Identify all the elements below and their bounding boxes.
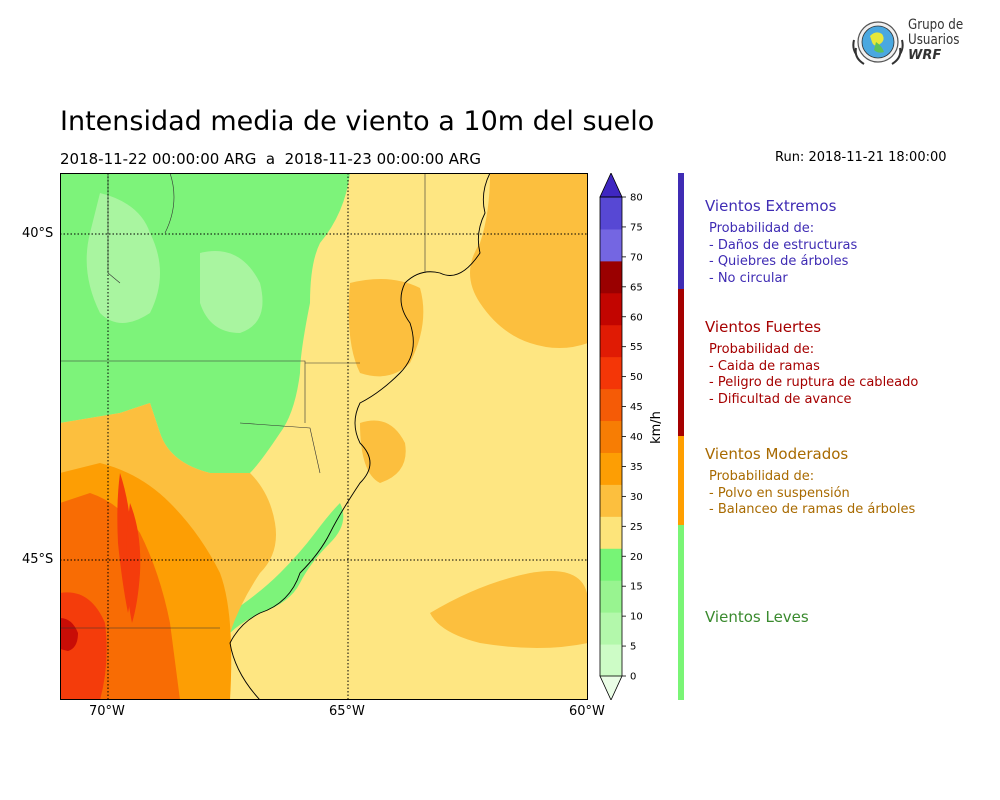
colorbar-segment bbox=[600, 484, 622, 517]
colorbar-tick-label: 0 bbox=[630, 672, 636, 683]
date-range-subtitle: 2018-11-22 00:00:00 ARG a 2018-11-23 00:… bbox=[60, 150, 482, 168]
colorbar-segment bbox=[600, 644, 622, 677]
colorbar-segment bbox=[600, 356, 622, 390]
category-moderados-intro: Probabilidad de: bbox=[709, 469, 815, 484]
colorbar-tick-label: 70 bbox=[630, 252, 643, 263]
category-fuertes-item: - Peligro de ruptura de cableado bbox=[709, 375, 919, 390]
colorbar: 0 5 10 15 20 25 30 35 40 45 50 55 60 65 70 75 80 bbox=[599, 173, 643, 700]
category-moderados-title: Vientos Moderados bbox=[705, 445, 849, 463]
category-fuertes-intro: Probabilidad de: bbox=[709, 342, 815, 357]
logo-line-3: WRF bbox=[908, 48, 942, 63]
category-bar-leves bbox=[678, 525, 684, 700]
land-pale-green-patch bbox=[86, 193, 160, 323]
lon-tick-70w: 70°W bbox=[89, 704, 125, 719]
lon-tick-65w: 65°W bbox=[329, 704, 365, 719]
colorbar-extend-high bbox=[599, 173, 623, 198]
colorbar-tick-label: 5 bbox=[630, 642, 636, 653]
deep-red-wind-core bbox=[60, 618, 78, 651]
colorbar-segment bbox=[600, 516, 622, 549]
graticule bbox=[60, 173, 588, 700]
category-bar bbox=[678, 173, 684, 700]
colorbar-tick-label: 65 bbox=[630, 282, 643, 293]
colorbar-tick-label: 75 bbox=[630, 222, 643, 233]
logo-line-1: Grupo de bbox=[908, 17, 964, 33]
colorbar-segment bbox=[600, 228, 622, 262]
colorbar-segment bbox=[600, 292, 622, 326]
category-leves: Vientos Leves bbox=[705, 608, 995, 626]
category-extremos-item: - No circular bbox=[709, 270, 788, 286]
moderate-ocean-area-ne bbox=[470, 173, 588, 348]
colorbar-unit-label: km/h bbox=[648, 411, 664, 444]
colorbar-tick-label: 25 bbox=[630, 522, 643, 533]
category-fuertes-details: Probabilidad de: - Caida de ramas - Peli… bbox=[709, 342, 995, 408]
globe-emblem-icon bbox=[852, 21, 904, 65]
colorbar-tick-label: 15 bbox=[630, 582, 643, 593]
moderate-ocean-area-gulf bbox=[360, 420, 406, 483]
colorbar-tick-label: 10 bbox=[630, 612, 643, 623]
category-bar-fuertes bbox=[678, 289, 684, 436]
category-moderados-item: - Balanceo de ramas de árboles bbox=[709, 502, 916, 517]
colorbar-segment bbox=[600, 388, 622, 422]
colorbar-extend-low bbox=[599, 675, 623, 700]
wind-intensity-map bbox=[60, 173, 588, 700]
colorbar-tick-label: 30 bbox=[630, 492, 643, 503]
category-bar-extremos bbox=[678, 173, 684, 289]
category-fuertes-item: - Caida de ramas bbox=[709, 358, 820, 374]
category-fuertes: Vientos Fuertes Probabilidad de: - Caida… bbox=[705, 318, 995, 408]
coastal-green-strip bbox=[230, 503, 344, 633]
chart-title: Intensidad media de viento a 10m del sue… bbox=[60, 106, 655, 137]
colorbar-tick-label: 45 bbox=[630, 402, 643, 413]
category-extremos-details: Probabilidad de: - Daños de estructuras … bbox=[709, 221, 995, 287]
colorbar-segment bbox=[600, 612, 622, 645]
category-extremos-item: - Quiebres de árboles bbox=[709, 254, 849, 269]
colorbar-tick-label: 80 bbox=[630, 193, 643, 204]
moderate-ocean-area-mid bbox=[348, 279, 424, 377]
logo-text: Grupo de Usuarios WRF bbox=[908, 17, 973, 64]
category-fuertes-title: Vientos Fuertes bbox=[705, 318, 822, 336]
moderate-ocean-area-se bbox=[430, 571, 588, 648]
category-bar-moderados bbox=[678, 436, 684, 525]
colorbar-tick-label: 55 bbox=[630, 342, 643, 353]
colorbar-tick-label: 50 bbox=[630, 372, 643, 383]
category-extremos: Vientos Extremos Probabilidad de: - Daño… bbox=[705, 197, 995, 287]
colorbar-segment bbox=[600, 420, 622, 453]
colorbar-segment bbox=[600, 452, 622, 485]
colorbar-segment bbox=[600, 260, 622, 294]
colorbar-segment bbox=[600, 580, 622, 613]
colorbar-segment bbox=[600, 324, 622, 358]
red-wind-area-sw bbox=[60, 592, 107, 700]
colorbar-tick-label: 60 bbox=[630, 312, 643, 323]
land-pale-green-patch-2 bbox=[200, 251, 263, 333]
category-extremos-intro: Probabilidad de: bbox=[709, 221, 815, 236]
colorbar-segment bbox=[600, 548, 622, 581]
colorbar-tick-label: 35 bbox=[630, 462, 643, 473]
political-boundaries bbox=[60, 173, 426, 629]
category-leves-title: Vientos Leves bbox=[705, 608, 809, 626]
category-moderados-details: Probabilidad de: - Polvo en suspensión -… bbox=[709, 469, 995, 519]
category-extremos-item: - Daños de estructuras bbox=[709, 237, 858, 253]
lat-tick-45s: 45°S bbox=[22, 552, 54, 567]
colorbar-tick-label: 20 bbox=[630, 552, 643, 563]
red-wind-streak-2 bbox=[126, 503, 141, 623]
category-extremos-title: Vientos Extremos bbox=[705, 197, 837, 215]
category-fuertes-item: - Dificultad de avance bbox=[709, 391, 852, 407]
map-frame bbox=[60, 173, 588, 700]
logo-line-2: Usuarios bbox=[908, 32, 960, 48]
run-timestamp: Run: 2018-11-21 18:00:00 bbox=[775, 150, 947, 165]
category-moderados-item: - Polvo en suspensión bbox=[709, 485, 850, 501]
colorbar-segment bbox=[600, 197, 622, 230]
lon-tick-60w: 60°W bbox=[569, 704, 605, 719]
category-moderados: Vientos Moderados Probabilidad de: - Pol… bbox=[705, 445, 995, 519]
coastline bbox=[229, 173, 491, 700]
lat-tick-40s: 40°S bbox=[22, 226, 54, 241]
colorbar-tick-label: 40 bbox=[630, 432, 643, 443]
wrf-logo: Grupo de Usuarios WRF bbox=[848, 18, 973, 70]
